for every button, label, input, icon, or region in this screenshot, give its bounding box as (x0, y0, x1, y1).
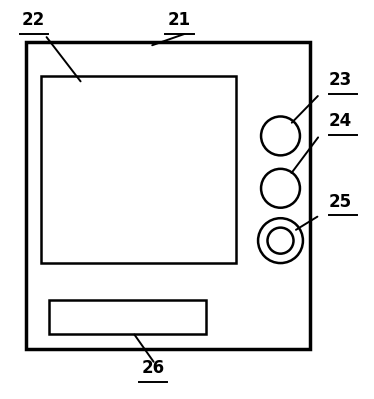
Text: 24: 24 (329, 112, 352, 130)
Text: 26: 26 (142, 359, 165, 377)
Text: 22: 22 (22, 11, 45, 30)
Text: 21: 21 (168, 11, 191, 30)
Bar (26, 42, 310, 349)
Text: 23: 23 (329, 71, 352, 89)
Bar (49, 300, 206, 334)
Text: 25: 25 (329, 193, 352, 211)
Bar (41, 76, 236, 263)
